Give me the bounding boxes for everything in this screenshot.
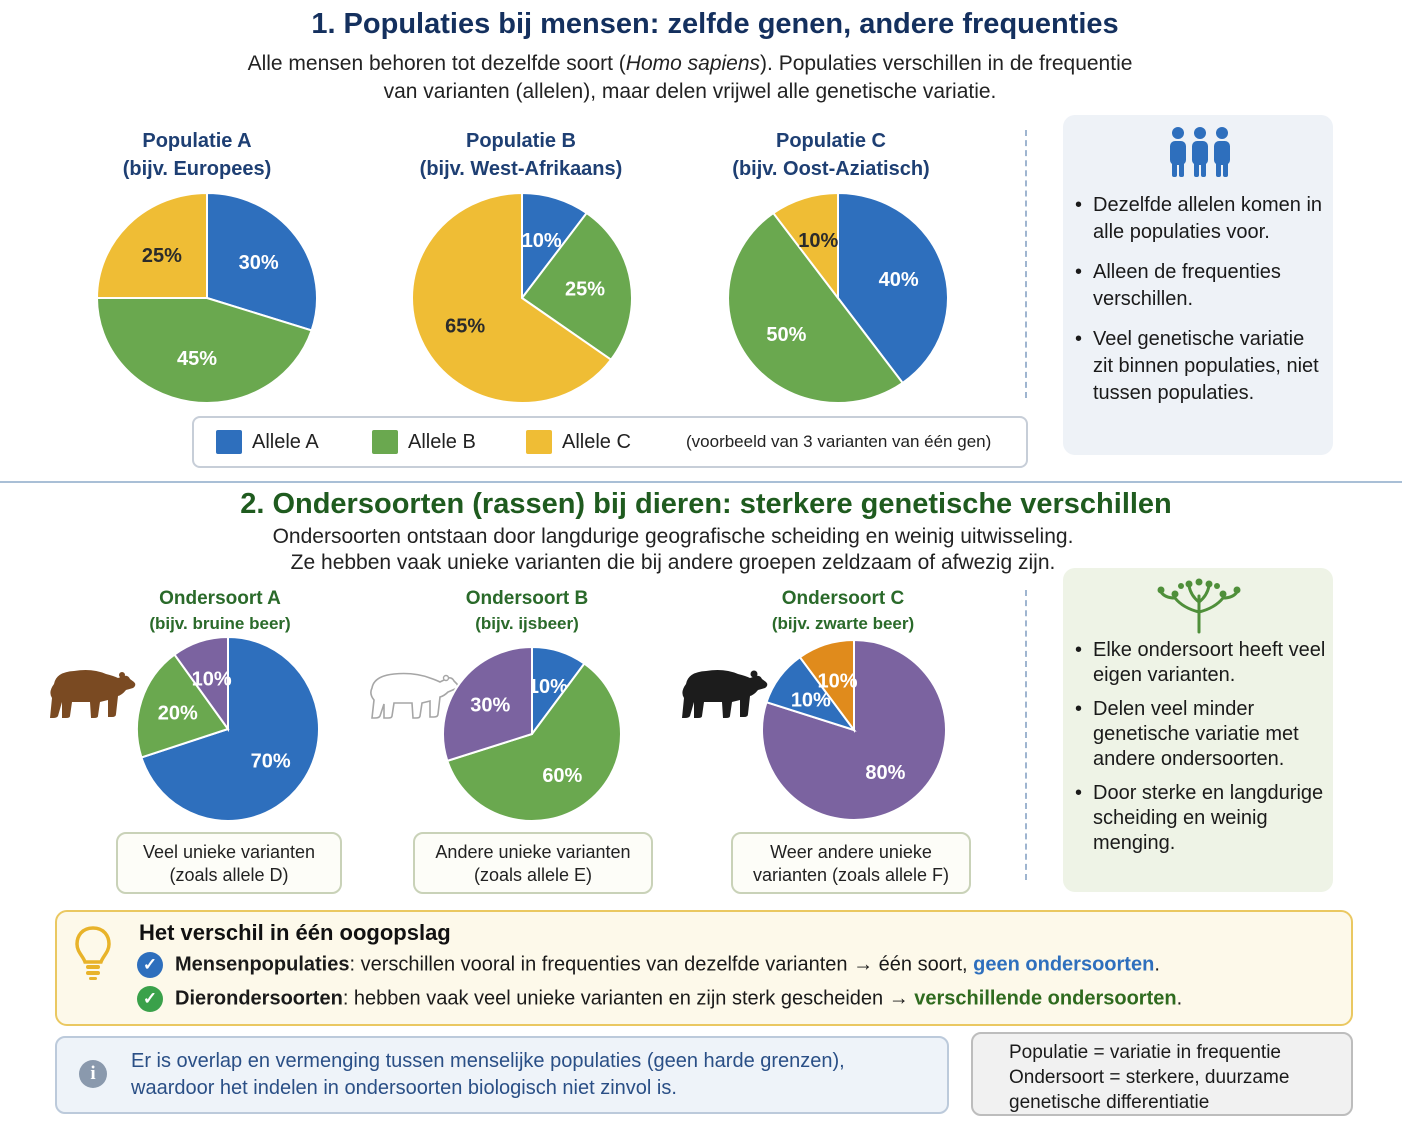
population-a-title: Populatie A (bijv. Europees): [122, 130, 272, 180]
pie-slice-label: 10%: [791, 689, 831, 711]
pie-slice-label: 20%: [158, 703, 198, 725]
subspecies-b-title: Ondersoort B (bijv. ijsbeer): [465, 588, 589, 633]
section2-key-points: Elke ondersoort heeft veel eigen variant…: [1063, 568, 1333, 892]
subspecies-a-note: Veel unieke varianten (zoals allele D): [116, 832, 342, 894]
section1-title: 1. Populaties bij mensen: zelfde genen, …: [311, 8, 1119, 40]
section2-bullet: Door sterke en langdurige scheiding en w…: [1075, 781, 1331, 856]
legend-item-allele-c: Allele C: [526, 430, 631, 454]
subspecies-c-title: Ondersoort C (bijv. zwarte beer): [771, 588, 915, 633]
subspecies-b-pie-chart: 10% 60% 30%: [442, 645, 622, 822]
section2-bullet: Delen veel minder genetische variatie me…: [1075, 697, 1331, 772]
allele-legend: Allele A Allele B Allele C (voorbeeld va…: [192, 416, 1028, 468]
pie-slice-label: 80%: [865, 762, 905, 784]
section-divider: [0, 481, 1402, 483]
definitions-box: Populatie = variatie in frequentie Onders…: [971, 1032, 1353, 1116]
black-bear-icon: [682, 670, 768, 718]
pie-slice-label: 10%: [817, 670, 857, 692]
pie-slice: [442, 645, 533, 763]
pie-slice-label: 40%: [879, 269, 919, 291]
population-b-title: Populatie B (bijv. West-Afrikaans): [419, 130, 623, 180]
legend-item-allele-b: Allele B: [372, 430, 476, 454]
info-box: i Er is overlap en vermenging tussen men…: [55, 1036, 949, 1114]
population-a-pie-chart: 30% 45% 25%: [95, 191, 318, 404]
info-icon: i: [79, 1060, 107, 1088]
section2-intro-line2: Ze hebben vaak unieke varianten die bij …: [290, 551, 1056, 574]
people-group-icon: [1170, 127, 1230, 177]
pie-slice: [771, 191, 839, 301]
subspecies-b-note: Andere unieke varianten (zoals allele E): [413, 832, 653, 894]
pie-slice-label: 70%: [251, 750, 291, 772]
pie-slice: [173, 635, 229, 733]
lightbulb-icon: [75, 926, 111, 980]
legend-note: (voorbeeld van 3 varianten van één gen): [686, 432, 992, 451]
pie-slice-label: 10%: [528, 676, 568, 698]
legend-item-allele-a: Allele A: [216, 430, 319, 454]
pie-slice: [140, 635, 320, 822]
brown-bear-icon: [50, 670, 136, 718]
section2-bullet-list: Elke ondersoort heeft veel eigen variant…: [1075, 638, 1331, 865]
section2-intro-line1: Ondersoorten ontstaan door langdurige ge…: [272, 525, 1074, 548]
section2-bullet: Elke ondersoort heeft veel eigen variant…: [1075, 638, 1331, 688]
legend-swatch-blue: [216, 430, 242, 454]
pie-slice: [727, 211, 905, 404]
pie-slice-label: 25%: [565, 278, 605, 300]
legend-swatch-yellow: [526, 430, 552, 454]
population-b-pie-chart: 10% 25% 65%: [411, 191, 633, 404]
pie-slice: [411, 191, 613, 404]
summary-row-animals: ✓ Dierondersoorten: hebben vaak veel unie…: [137, 986, 1182, 1012]
legend-swatch-green: [372, 430, 398, 454]
section1-intro-line2: van varianten (allelen), maar delen vrij…: [383, 80, 997, 103]
section2-divider: [1025, 590, 1027, 880]
info-text: Er is overlap en vermenging tussen mense…: [131, 1050, 845, 1099]
summary-row-humans: ✓ Mensenpopulaties: verschillen vooral in…: [137, 952, 1160, 978]
subspecies-a-title: Ondersoort A (bijv. bruine beer): [149, 588, 291, 633]
population-c-pie-chart: 40% 50% 10%: [727, 191, 949, 404]
section2-title: 2. Ondersoorten (rassen) bij dieren: ste…: [240, 488, 1172, 520]
pie-slice-label: 10%: [798, 230, 838, 252]
pie-slice-label: 25%: [142, 245, 182, 267]
tree-icon: [1157, 578, 1241, 634]
polar-bear-icon: [370, 672, 459, 719]
subspecies-c-note: Weer andere unieke varianten (zoals alle…: [731, 832, 971, 894]
pie-slice-label: 10%: [522, 230, 562, 252]
summary-box: Het verschil in één oogopslag ✓ Mensenpop…: [55, 910, 1353, 1026]
pie-slice: [446, 662, 622, 822]
section1-bullet: Veel genetische variatie zit binnen popu…: [1075, 326, 1327, 407]
section1-key-points: Dezelfde allelen komen in alle populatie…: [1063, 115, 1333, 455]
section1-divider: [1025, 130, 1027, 398]
pie-slice: [798, 638, 855, 734]
pie-slice-label: 10%: [192, 668, 232, 690]
section1-bullet-list: Dezelfde allelen komen in alle populatie…: [1075, 192, 1327, 420]
pie-slice-label: 30%: [239, 252, 279, 274]
pie-slice-label: 45%: [177, 348, 217, 370]
pie-slice-label: 50%: [766, 324, 806, 346]
section1-bullet: Dezelfde allelen komen in alle populatie…: [1075, 192, 1327, 246]
pie-slice: [837, 191, 949, 385]
pie-slice: [136, 653, 230, 759]
check-circle-icon: ✓: [137, 952, 163, 978]
pie-slice: [95, 297, 313, 404]
pie-slice-label: 60%: [542, 765, 582, 787]
pie-slice: [206, 191, 318, 332]
pie-slice: [520, 211, 633, 362]
subspecies-a-pie-chart: 70% 20% 10%: [136, 635, 320, 822]
subspecies-c-pie-chart: 80% 10%10%: [761, 638, 947, 821]
pie-slice-label: 30%: [470, 694, 510, 716]
pie-slice-label: 65%: [445, 316, 485, 338]
section1-intro-line1: Alle mensen behoren tot dezelfde soort (…: [247, 52, 1133, 75]
section1-bullet: Alleen de frequenties verschillen.: [1075, 259, 1327, 313]
pie-slice: [95, 191, 208, 299]
definitions-text: Populatie = variatie in frequentie Onders…: [1009, 1042, 1290, 1113]
population-c-title: Populatie C (bijv. Oost-Aziatisch): [732, 130, 930, 180]
check-circle-icon: ✓: [137, 986, 163, 1012]
summary-title: Het verschil in één oogopslag: [139, 920, 451, 945]
